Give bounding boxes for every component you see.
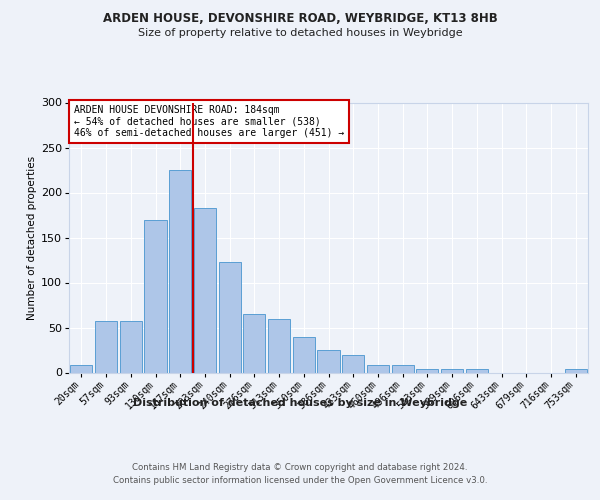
Bar — [243, 314, 265, 372]
Bar — [367, 366, 389, 372]
Bar — [466, 369, 488, 372]
Bar — [392, 366, 414, 372]
Bar — [441, 369, 463, 372]
Bar — [145, 220, 167, 372]
Bar — [565, 369, 587, 372]
Bar — [194, 208, 216, 372]
Bar — [293, 336, 315, 372]
Text: ARDEN HOUSE DEVONSHIRE ROAD: 184sqm
← 54% of detached houses are smaller (538)
4: ARDEN HOUSE DEVONSHIRE ROAD: 184sqm ← 54… — [74, 105, 344, 138]
Bar — [70, 366, 92, 372]
Bar — [268, 318, 290, 372]
Bar — [342, 354, 364, 372]
Text: Size of property relative to detached houses in Weybridge: Size of property relative to detached ho… — [137, 28, 463, 38]
Y-axis label: Number of detached properties: Number of detached properties — [27, 156, 37, 320]
Bar — [95, 321, 117, 372]
Text: Distribution of detached houses by size in Weybridge: Distribution of detached houses by size … — [133, 398, 467, 407]
Text: Contains public sector information licensed under the Open Government Licence v3: Contains public sector information licen… — [113, 476, 487, 485]
Bar — [218, 262, 241, 372]
Text: Contains HM Land Registry data © Crown copyright and database right 2024.: Contains HM Land Registry data © Crown c… — [132, 462, 468, 471]
Bar — [317, 350, 340, 372]
Bar — [119, 321, 142, 372]
Bar — [416, 369, 439, 372]
Text: ARDEN HOUSE, DEVONSHIRE ROAD, WEYBRIDGE, KT13 8HB: ARDEN HOUSE, DEVONSHIRE ROAD, WEYBRIDGE,… — [103, 12, 497, 26]
Bar — [169, 170, 191, 372]
